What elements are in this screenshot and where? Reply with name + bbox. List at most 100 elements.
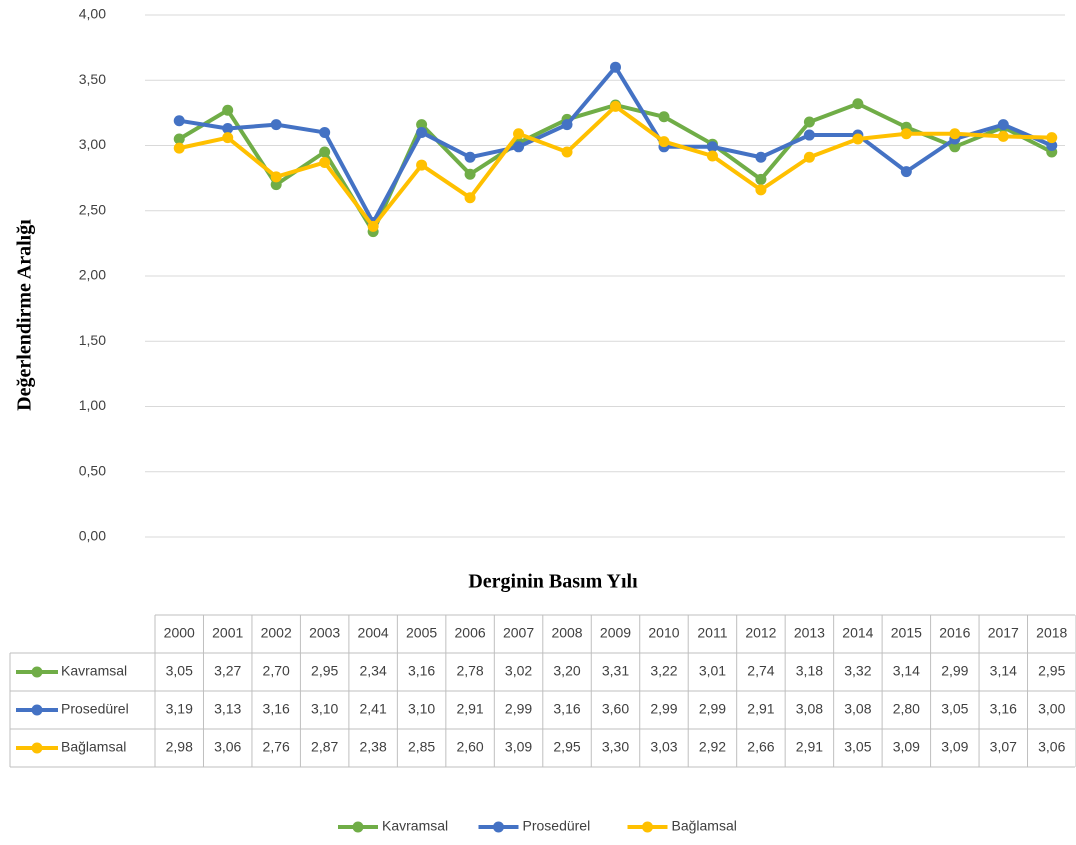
point bbox=[997, 130, 1009, 142]
point bbox=[658, 111, 670, 123]
x-tick-label: 2002 bbox=[261, 625, 292, 641]
table-cell: 3,16 bbox=[263, 701, 290, 717]
table-cell: 2,95 bbox=[1038, 663, 1065, 679]
point bbox=[803, 129, 815, 141]
point bbox=[173, 133, 185, 145]
point bbox=[1046, 140, 1058, 151]
point bbox=[900, 166, 912, 178]
point bbox=[319, 146, 331, 158]
point bbox=[464, 168, 476, 180]
y-tick-label: 0,00 bbox=[79, 528, 106, 544]
y-tick-label: 2,00 bbox=[79, 267, 106, 283]
point bbox=[513, 128, 525, 140]
table-cell: 2,34 bbox=[360, 663, 387, 679]
point bbox=[755, 151, 767, 163]
table-cell: 2,95 bbox=[553, 739, 580, 755]
legend-key bbox=[31, 704, 43, 716]
point bbox=[803, 116, 815, 128]
table-cell: 3,06 bbox=[214, 739, 241, 755]
x-tick-label: 2009 bbox=[600, 625, 631, 641]
point bbox=[755, 184, 767, 196]
table-cell: 2,80 bbox=[893, 701, 920, 717]
table-cell: 2,78 bbox=[456, 663, 483, 679]
table-cell: 3,05 bbox=[166, 663, 193, 679]
table-cell: 2,41 bbox=[360, 701, 387, 717]
x-tick-label: 2012 bbox=[745, 625, 776, 641]
table-row-label: Prosedürel bbox=[61, 701, 129, 717]
table-cell: 3,13 bbox=[214, 701, 241, 717]
point bbox=[270, 119, 282, 131]
table-cell: 2,74 bbox=[747, 663, 774, 679]
table-cell: 3,22 bbox=[650, 663, 677, 679]
table-row-label: Kavramsal bbox=[61, 663, 127, 679]
point bbox=[803, 151, 815, 163]
table-cell: 3,01 bbox=[699, 663, 726, 679]
point bbox=[900, 128, 912, 140]
table-cell: 2,91 bbox=[456, 701, 483, 717]
table-cell: 3,08 bbox=[796, 701, 823, 717]
point bbox=[173, 115, 185, 127]
point bbox=[319, 156, 331, 168]
y-axis-label: Değerlendirme Aralığı bbox=[14, 219, 36, 411]
legend-key bbox=[31, 666, 43, 678]
table-cell: 3,18 bbox=[796, 663, 823, 679]
point bbox=[222, 104, 234, 116]
table-cell: 3,09 bbox=[505, 739, 532, 755]
table-cell: 2,38 bbox=[360, 739, 387, 755]
point bbox=[706, 141, 718, 153]
table-cell: 3,60 bbox=[602, 701, 629, 717]
x-tick-label: 2017 bbox=[988, 625, 1019, 641]
table-cell: 2,99 bbox=[699, 701, 726, 717]
table-cell: 3,31 bbox=[602, 663, 629, 679]
x-tick-label: 2005 bbox=[406, 625, 437, 641]
table-cell: 2,95 bbox=[311, 663, 338, 679]
table-cell: 2,70 bbox=[263, 663, 290, 679]
y-tick-label: 0,50 bbox=[79, 462, 106, 478]
point bbox=[416, 119, 428, 131]
table-cell: 3,09 bbox=[893, 739, 920, 755]
table-row-label: Bağlamsal bbox=[61, 739, 126, 755]
table-cell: 3,16 bbox=[990, 701, 1017, 717]
point bbox=[561, 119, 573, 131]
legend-key bbox=[642, 821, 653, 833]
x-tick-label: 2014 bbox=[842, 625, 873, 641]
point bbox=[319, 126, 331, 138]
point bbox=[1046, 132, 1058, 144]
table-cell: 3,27 bbox=[214, 663, 241, 679]
point bbox=[173, 142, 185, 154]
point bbox=[270, 179, 282, 191]
legend-label: Prosedürel bbox=[523, 818, 591, 834]
x-tick-label: 2013 bbox=[794, 625, 825, 641]
table-cell: 2,99 bbox=[941, 663, 968, 679]
x-tick-label: 2001 bbox=[212, 625, 243, 641]
table-cell: 2,99 bbox=[650, 701, 677, 717]
table-cell: 2,99 bbox=[505, 701, 532, 717]
legend-label: Bağlamsal bbox=[672, 818, 737, 834]
x-tick-label: 2011 bbox=[697, 625, 727, 641]
x-tick-label: 2007 bbox=[503, 625, 534, 641]
x-tick-label: 2018 bbox=[1036, 625, 1067, 641]
point bbox=[706, 150, 718, 162]
table-cell: 3,06 bbox=[1038, 739, 1065, 755]
x-tick-label: 2006 bbox=[455, 625, 486, 641]
legend-label: Kavramsal bbox=[382, 818, 448, 834]
table-cell: 3,14 bbox=[990, 663, 1017, 679]
x-tick-label: 2003 bbox=[309, 625, 340, 641]
table-cell: 3,07 bbox=[990, 739, 1017, 755]
table-cell: 2,85 bbox=[408, 739, 435, 755]
y-tick-label: 2,50 bbox=[79, 201, 106, 217]
point bbox=[416, 126, 428, 138]
x-tick-label: 2016 bbox=[939, 625, 970, 641]
table-cell: 3,14 bbox=[893, 663, 920, 679]
point bbox=[222, 132, 234, 144]
point bbox=[270, 171, 282, 183]
table-cell: 3,03 bbox=[650, 739, 677, 755]
x-axis-label: Derginin Basım Yılı bbox=[468, 571, 638, 593]
x-tick-label: 2010 bbox=[648, 625, 679, 641]
table-cell: 3,20 bbox=[553, 663, 580, 679]
table-cell: 2,92 bbox=[699, 739, 726, 755]
y-tick-label: 1,50 bbox=[79, 332, 106, 348]
y-tick-label: 3,50 bbox=[79, 71, 106, 87]
x-tick-label: 2008 bbox=[551, 625, 582, 641]
